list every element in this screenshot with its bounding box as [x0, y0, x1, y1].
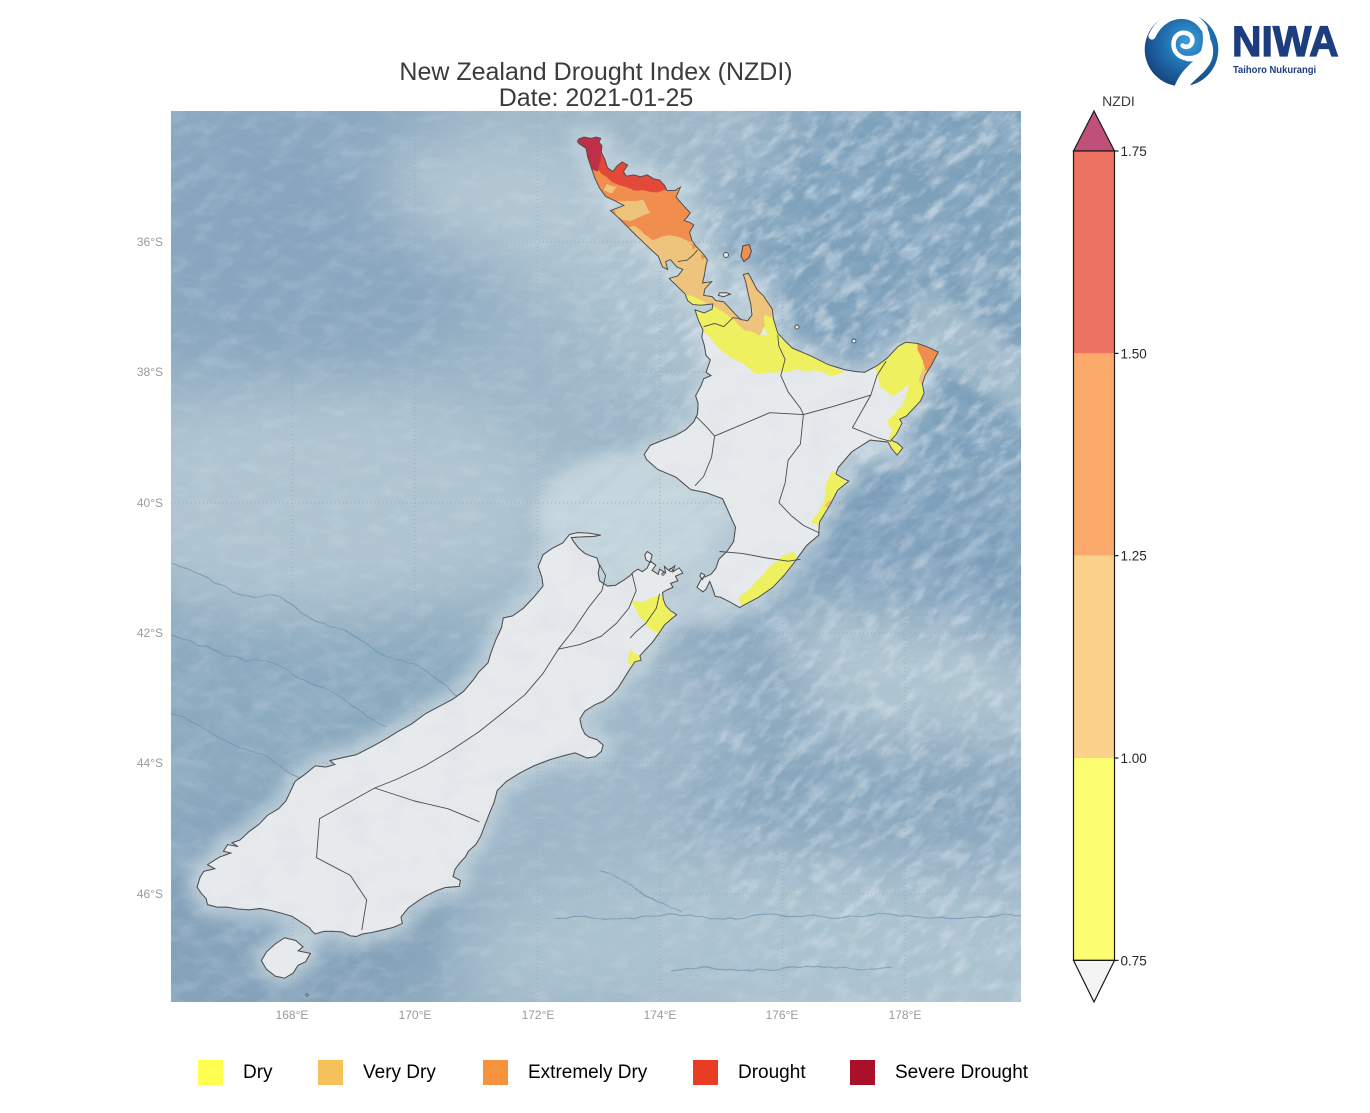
- svg-text:1.75: 1.75: [1121, 144, 1147, 159]
- svg-text:Taihoro Nukurangi: Taihoro Nukurangi: [1233, 65, 1316, 77]
- svg-text:NIWA: NIWA: [1232, 17, 1339, 65]
- svg-text:1.50: 1.50: [1121, 346, 1147, 361]
- svg-text:NZDI: NZDI: [1102, 93, 1135, 109]
- svg-text:1.25: 1.25: [1121, 549, 1147, 564]
- svg-text:0.75: 0.75: [1121, 953, 1147, 968]
- svg-text:1.00: 1.00: [1121, 751, 1147, 766]
